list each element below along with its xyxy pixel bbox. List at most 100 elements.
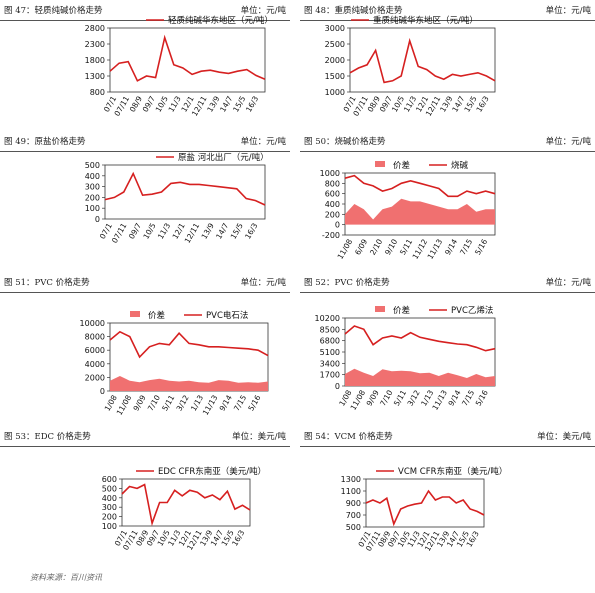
legend-label: PVC乙烯法 xyxy=(451,305,493,316)
figure-header-51: 图 51：PVC 价格走势 单位：元/吨 xyxy=(0,276,290,293)
x-tick-label: 12/11 xyxy=(183,221,202,244)
x-tick-label: 7/10 xyxy=(378,388,394,407)
legend-swatch xyxy=(375,161,385,167)
x-tick-label: 5/11 xyxy=(160,393,176,412)
figure-title: 图 52：PVC 价格走势 xyxy=(304,278,390,288)
figure-title: 图 53：EDC 价格走势 xyxy=(4,432,91,442)
legend-label: VCM CFR东南亚（美元/吨） xyxy=(398,466,507,477)
figure-header-54: 图 54：VCM 价格走势 单位：美元/吨 xyxy=(300,430,595,447)
x-tick-label: 9/09 xyxy=(365,388,381,407)
chart-49: 010020030040050007/107/1109/710/511/312/… xyxy=(85,152,269,245)
y-tick-label: 800 xyxy=(325,179,340,188)
figure-title: 图 51：PVC 价格走势 xyxy=(4,278,90,288)
series-line-0 xyxy=(365,489,485,527)
x-tick-label: 9/10 xyxy=(383,237,399,256)
figure-title: 图 48：重质纯碱价格走势 xyxy=(304,6,403,16)
x-tick-label: 11/08 xyxy=(336,237,355,260)
x-tick-label: 16/3 xyxy=(243,221,259,240)
source-note: 资料来源：百川资讯 xyxy=(30,573,102,582)
series-area-0 xyxy=(110,376,268,391)
x-tick-label: 11/13 xyxy=(201,393,220,416)
legend-label: 重质纯碱华东地区（元/吨） xyxy=(373,15,478,26)
y-tick-label: 0 xyxy=(95,215,100,224)
y-tick-label: 4000 xyxy=(85,360,105,369)
figure-unit: 单位：元/吨 xyxy=(240,137,286,147)
x-tick-label: 3/12 xyxy=(406,388,422,407)
x-tick-label: 5/16 xyxy=(246,393,262,412)
figure-title: 图 54：VCM 价格走势 xyxy=(304,432,393,442)
x-tick-label: 2/10 xyxy=(368,237,384,256)
y-tick-label: 100 xyxy=(102,522,117,531)
y-tick-label: 400 xyxy=(325,200,340,209)
y-tick-label: 6800 xyxy=(320,337,340,346)
x-tick-label: 5/16 xyxy=(473,237,489,256)
series-line-1 xyxy=(344,325,496,352)
y-tick-label: 1000 xyxy=(320,169,340,178)
chart-53: 10020030040050060007/107/1108/909/710/51… xyxy=(102,466,266,552)
x-tick-label: 11/08 xyxy=(115,393,134,416)
x-tick-label: 09/7 xyxy=(127,221,143,240)
figure-header-49: 图 49：原盐价格走势 单位：元/吨 xyxy=(0,135,290,152)
y-tick-label: 2000 xyxy=(85,373,105,382)
y-tick-label: 800 xyxy=(90,88,105,97)
figure-unit: 单位：元/吨 xyxy=(545,6,591,16)
y-tick-label: 600 xyxy=(325,190,340,199)
x-tick-label: 16/3 xyxy=(230,528,246,547)
y-tick-label: 3000 xyxy=(325,24,345,33)
y-tick-label: 600 xyxy=(102,475,117,484)
y-tick-label: 0 xyxy=(100,387,105,396)
x-tick-label: 7/15 xyxy=(458,237,474,256)
chart-47: 800130018002300280007/107/1108/909/710/5… xyxy=(85,15,273,118)
figure-header-47: 图 47：轻质纯碱价格走势 单位：元/吨 xyxy=(0,4,290,21)
x-tick-label: 6/09 xyxy=(353,237,369,256)
y-tick-label: 3400 xyxy=(320,359,340,368)
y-tick-label: 200 xyxy=(325,210,340,219)
y-tick-label: 100 xyxy=(85,204,100,213)
y-tick-label: 700 xyxy=(346,511,361,520)
series-line-0 xyxy=(109,34,266,82)
x-tick-label: 7/15 xyxy=(232,393,248,412)
series-line-1 xyxy=(109,330,269,359)
figure-title: 图 47：轻质纯碱价格走势 xyxy=(4,6,103,16)
y-tick-label: 1300 xyxy=(85,72,105,81)
x-tick-label: 14/7 xyxy=(214,221,230,240)
y-tick-label: 300 xyxy=(102,503,117,512)
series-line-1 xyxy=(344,174,496,198)
y-tick-label: 2800 xyxy=(85,24,105,33)
figure-title: 图 49：原盐价格走势 xyxy=(4,137,86,147)
y-tick-label: 1500 xyxy=(325,72,345,81)
figure-unit: 单位：元/吨 xyxy=(545,137,591,147)
series-line-0 xyxy=(349,37,496,84)
figure-unit: 单位：美元/吨 xyxy=(232,432,286,442)
plot-frame xyxy=(349,27,496,93)
y-tick-label: 500 xyxy=(102,484,117,493)
legend-label: PVC电石法 xyxy=(206,310,248,321)
x-tick-label: 5/16 xyxy=(474,388,490,407)
plot-frame xyxy=(104,164,266,220)
chart-52: 017003400510068008500102001/0811/089/097… xyxy=(315,305,496,412)
y-tick-label: 200 xyxy=(85,193,100,202)
series-area-0 xyxy=(345,198,495,225)
y-tick-label: 1100 xyxy=(341,487,361,496)
y-tick-label: -200 xyxy=(322,231,340,240)
y-tick-label: 1700 xyxy=(320,371,340,380)
figure-unit: 单位：元/吨 xyxy=(240,278,286,288)
y-tick-label: 1800 xyxy=(85,56,105,65)
series-line-0 xyxy=(104,171,266,206)
y-tick-label: 400 xyxy=(102,494,117,503)
chart-54: 5007009001100130007/107/1108/909/710/511… xyxy=(341,466,508,553)
y-tick-label: 10200 xyxy=(315,314,340,323)
legend-swatch xyxy=(375,306,385,312)
y-tick-label: 8000 xyxy=(85,333,105,342)
x-tick-label: 9/14 xyxy=(446,388,462,407)
y-tick-label: 1300 xyxy=(341,475,361,484)
x-tick-label: 15/5 xyxy=(229,221,245,240)
y-tick-label: 2500 xyxy=(325,40,345,49)
y-tick-label: 500 xyxy=(346,523,361,532)
legend-label: 价差 xyxy=(393,160,410,171)
x-tick-label: 9/09 xyxy=(131,393,147,412)
x-tick-label: 16/3 xyxy=(244,94,260,113)
x-tick-label: 10/5 xyxy=(141,221,157,240)
y-tick-label: 300 xyxy=(85,183,100,192)
